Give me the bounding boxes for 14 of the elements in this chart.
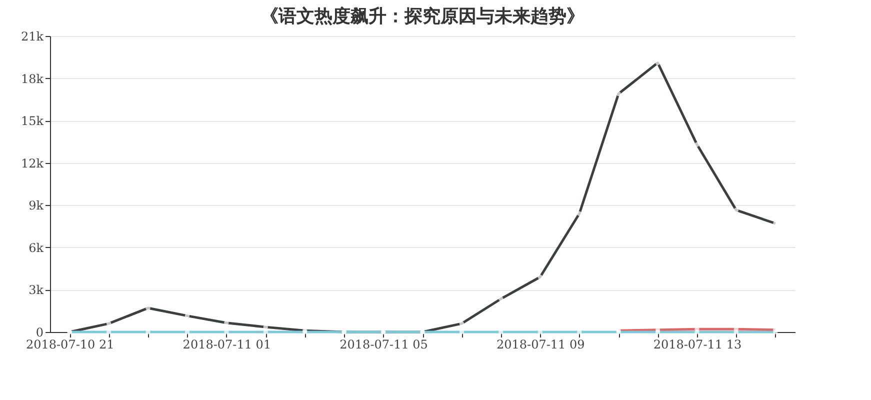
x-tick-label: 2018-07-11 05 [340,338,428,352]
x-tick-label: 2018-07-11 13 [653,338,742,352]
y-tick-label: 6k [28,240,44,255]
y-tick-label: 0 [36,326,44,340]
y-tick-label: 18k [20,72,44,86]
y-tick-label: 15k [20,114,44,128]
x-tick-label: 2018-07-11 01 [182,338,272,352]
y-tick-label: 3k [28,283,44,298]
y-tick-label: 9k [28,198,44,213]
x-tick-label: 2018-07-10 21 [26,338,114,352]
y-tick-label: 21k [20,30,44,44]
chart-title: 《语文热度飙升：探究原因与未来趋势》 [260,6,584,27]
x-tick-label: 2018-07-11 09 [496,338,585,352]
y-tick-label: 12k [20,156,44,170]
